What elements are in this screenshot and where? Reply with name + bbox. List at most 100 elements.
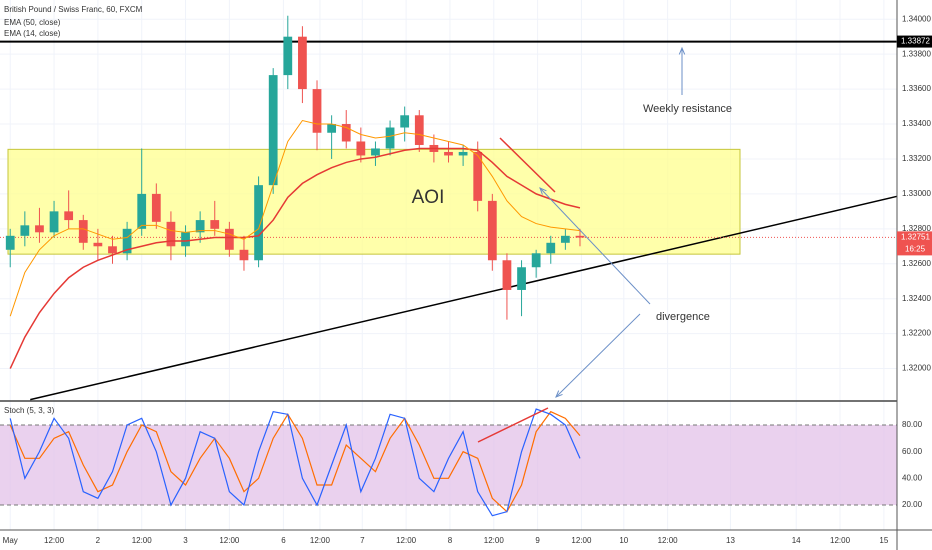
candle-body: [268, 75, 278, 186]
x-tick-label: 12:00: [396, 536, 417, 545]
candle-body: [385, 127, 395, 149]
arrow-head: [539, 187, 547, 195]
candle-body: [444, 151, 453, 156]
ema-line: [9, 147, 581, 369]
candle-body: [517, 267, 526, 290]
candle-body: [254, 185, 263, 261]
candle-body: [166, 221, 176, 247]
indicator-legend: EMA (50, close): [4, 18, 61, 27]
x-tick-label: 13: [726, 536, 735, 545]
x-tick-label: 12:00: [44, 536, 65, 545]
aoi-label: AOI: [412, 187, 445, 208]
candle-body: [224, 228, 234, 250]
x-tick-label: 12:00: [658, 536, 679, 545]
countdown-label: 16:25: [905, 244, 926, 253]
y-tick-label: 1.32800: [902, 224, 931, 233]
x-tick-label: 12:00: [571, 536, 592, 545]
trendline: [30, 195, 898, 401]
y-tick-label: 1.32200: [902, 329, 931, 338]
price-axis: [897, 0, 932, 550]
x-tick-label: 10: [619, 536, 628, 545]
price-tag: [897, 35, 932, 48]
arrow-head: [678, 46, 686, 55]
stoch-title: Stoch (5, 3, 3): [4, 406, 55, 415]
candle-body: [137, 193, 147, 229]
candle-body: [239, 249, 249, 261]
y-tick-label: 1.32400: [902, 294, 931, 303]
candle-body: [210, 220, 220, 229]
x-tick-label: 12:00: [219, 536, 240, 545]
x-tick-label: 2: [96, 536, 101, 545]
candle-body: [35, 225, 44, 233]
y-tick-label: 20.00: [902, 500, 923, 509]
x-tick-label: May: [3, 536, 18, 545]
divergence-line: [477, 407, 549, 443]
x-tick-label: 3: [183, 536, 188, 545]
annotation: Weekly resistance: [643, 103, 732, 115]
indicator-legend: EMA (14, close): [4, 29, 61, 38]
candle-body: [181, 232, 190, 247]
ema-line: [9, 119, 581, 317]
candle-body: [531, 253, 541, 268]
y-tick-label: 1.33800: [902, 49, 931, 58]
x-tick-label: 12:00: [830, 536, 851, 545]
y-tick-label: 40.00: [902, 473, 923, 482]
y-tick-label: 60.00: [902, 447, 923, 456]
y-tick-label: 1.33400: [902, 119, 931, 128]
y-tick-label: 80.00: [902, 420, 923, 429]
price-tag: [897, 231, 932, 256]
y-tick-label: 1.33000: [902, 189, 931, 198]
candle-body: [283, 36, 293, 76]
stoch-band: [0, 425, 897, 505]
x-tick-label: 12:00: [132, 536, 153, 545]
x-tick-label: 8: [448, 536, 453, 545]
candle-body: [458, 151, 468, 156]
x-tick-label: 12:00: [310, 536, 331, 545]
y-tick-label: 1.32000: [902, 364, 931, 373]
candle-body: [546, 242, 556, 254]
x-tick-label: 9: [535, 536, 540, 545]
arrow: [539, 187, 651, 305]
annotation: divergence: [656, 311, 710, 323]
candle-body: [575, 235, 585, 238]
x-tick-label: 12:00: [484, 536, 505, 545]
arrow: [555, 313, 641, 398]
candle-body: [400, 115, 410, 128]
x-tick-label: 15: [879, 536, 888, 545]
x-tick-label: 6: [281, 536, 286, 545]
stoch-line: [9, 410, 581, 513]
resistance-label: 1.33872: [901, 37, 930, 46]
candle-body: [64, 211, 74, 221]
candle-body: [312, 89, 322, 133]
y-tick-label: 1.33600: [902, 84, 931, 93]
candle-body: [49, 211, 59, 233]
candle-body: [122, 228, 132, 254]
candle-body: [502, 260, 512, 290]
candle-body: [108, 246, 117, 254]
candle-body: [93, 242, 103, 247]
candle-body: [560, 235, 570, 243]
candle-body: [151, 193, 161, 222]
candle-body: [356, 141, 366, 156]
candle-body: [473, 151, 483, 201]
candle-body: [371, 148, 380, 156]
last-price-label: 1.32751: [901, 232, 930, 241]
candle-body: [5, 235, 15, 250]
candle-body: [78, 220, 88, 243]
x-tick-label: 14: [792, 536, 801, 545]
x-tick-label: 7: [360, 536, 365, 545]
divergence-line: [499, 137, 556, 193]
y-tick-label: 1.32600: [902, 259, 931, 268]
y-tick-label: 1.34000: [902, 14, 931, 23]
candle-body: [341, 124, 351, 142]
arrow-head: [555, 390, 563, 398]
candle-body: [414, 115, 424, 145]
candle-body: [487, 200, 497, 261]
candle-body: [327, 124, 337, 133]
stoch-line: [9, 408, 581, 517]
candle-body: [20, 225, 30, 236]
y-tick-label: 1.33200: [902, 154, 931, 163]
candle-body: [195, 220, 205, 233]
